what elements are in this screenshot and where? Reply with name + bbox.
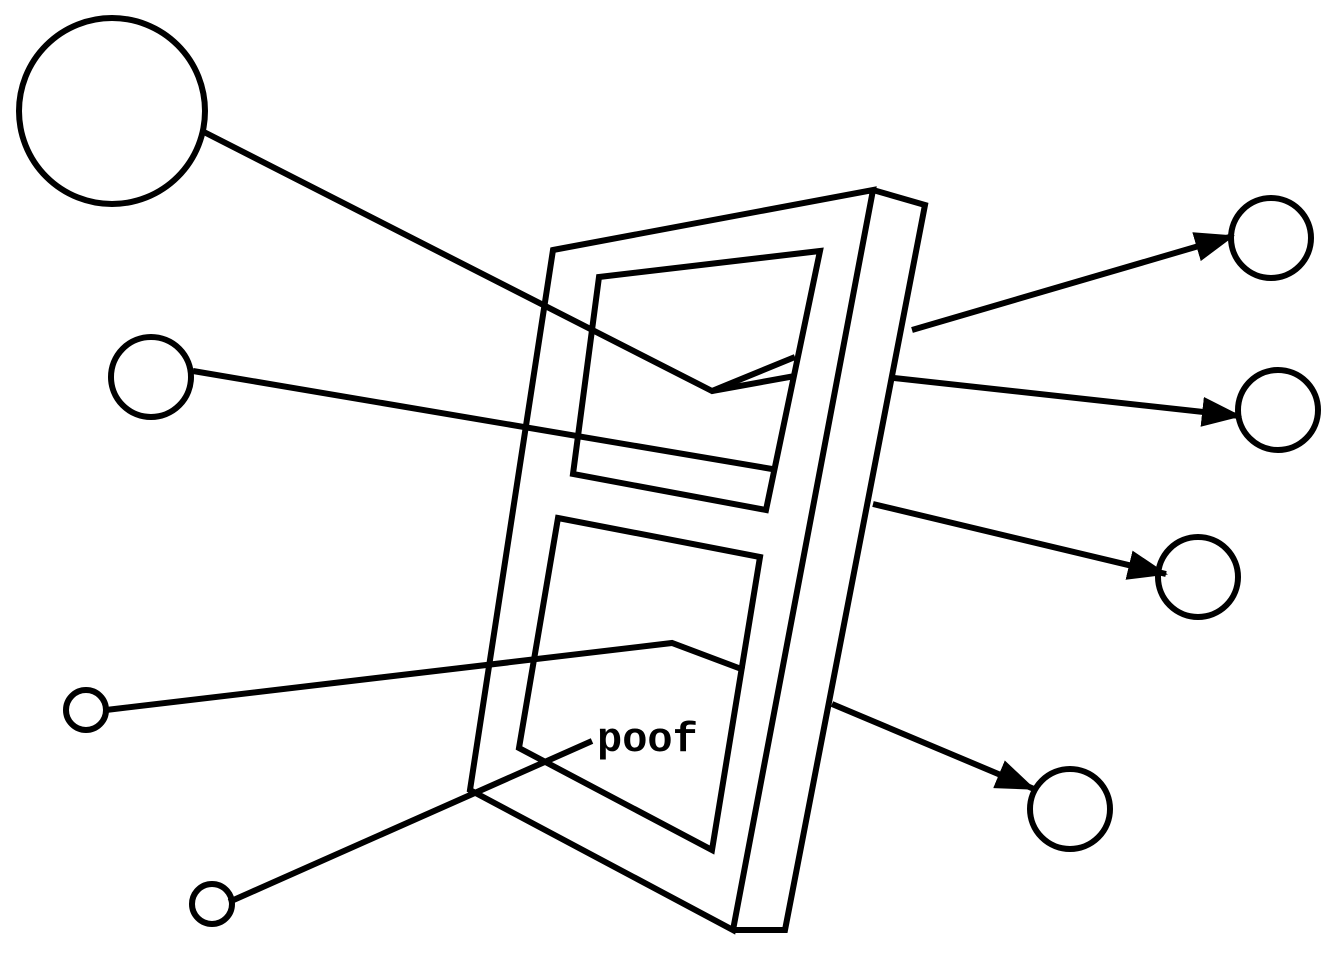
- output-circle-4: [1027, 766, 1113, 852]
- output-arrow-4: [830, 701, 1036, 792]
- input-circle-tiny: [189, 881, 235, 927]
- input-paths: [105, 128, 797, 905]
- output-arrow-2: [893, 375, 1242, 427]
- path-medium-absorbed: [192, 368, 773, 472]
- label-poof: poof: [597, 716, 698, 764]
- frame-side: [733, 187, 929, 933]
- path-small-deflected: [105, 639, 746, 713]
- input-circle-medium: [108, 334, 194, 420]
- output-arrow-3: [872, 501, 1168, 580]
- output-arrows: [830, 232, 1242, 792]
- path-tiny-vanishes: [227, 738, 594, 905]
- frame-lower-pane: [515, 514, 764, 855]
- path-large-deflected: [200, 128, 797, 395]
- frame-upper-pane: [569, 247, 824, 514]
- path-large-deflected-tail: [711, 373, 796, 394]
- output-particles: [1027, 195, 1321, 852]
- input-particles: [16, 15, 235, 927]
- input-circle-small: [63, 687, 109, 733]
- output-circle-1: [1228, 195, 1314, 281]
- filter-frame: [466, 186, 929, 935]
- output-arrow-1: [911, 232, 1235, 333]
- input-circle-large: [16, 15, 208, 207]
- output-circle-3: [1155, 534, 1241, 620]
- output-circle-2: [1235, 367, 1321, 453]
